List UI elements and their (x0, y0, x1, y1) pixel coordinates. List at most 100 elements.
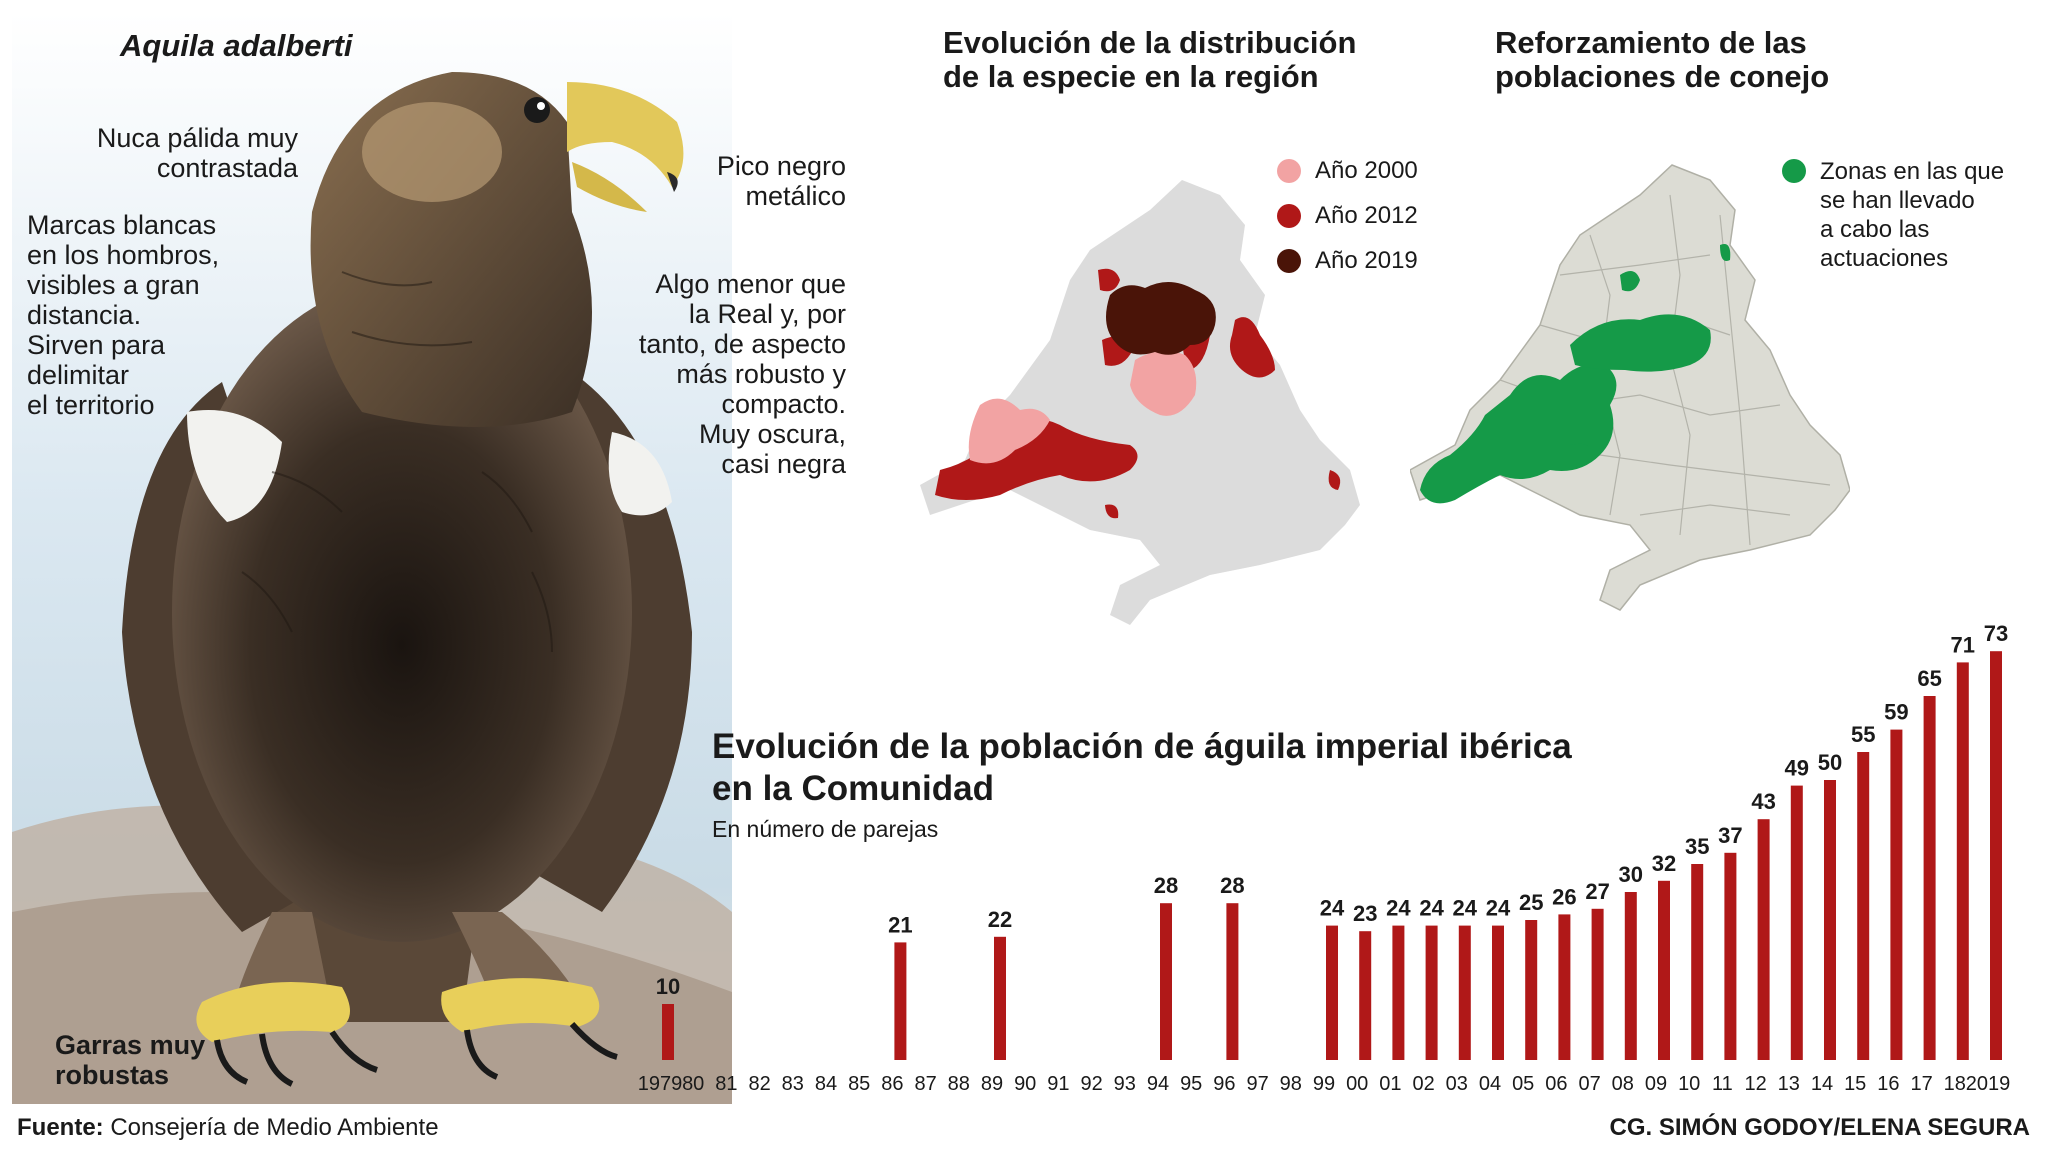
zone-2012 (1328, 470, 1341, 490)
note-shoulders-line: Marcas blancas (27, 210, 217, 240)
note-beak-line: Pico negro (716, 151, 846, 181)
note-body-line: casi negra (721, 449, 846, 479)
legend-item-2019: Año 2019 (1277, 247, 1418, 275)
note-body-line: tanto, de aspecto (638, 329, 846, 359)
bar (1824, 780, 1836, 1060)
distribution-map-title: Evolución de la distribución de la espec… (943, 26, 1356, 94)
note-nape-line: contrastada (156, 153, 298, 183)
x-tick-label: 12 (1744, 1073, 1766, 1095)
note-shoulders-line: visibles a gran (27, 270, 200, 300)
bar-value-label: 26 (1552, 884, 1576, 909)
chart-title-line: en la Comunidad (712, 769, 994, 808)
x-tick-label: 87 (914, 1073, 936, 1095)
x-tick-label: 14 (1811, 1073, 1833, 1095)
note-beak-line: metálico (745, 181, 846, 211)
note-nape-line: Nuca pálida muy (96, 123, 298, 153)
credit-line: CG. SIMÓN GODOY/ELENA SEGURA (1609, 1114, 2030, 1141)
legend-label-actions-line: Zonas en las que (1820, 158, 2005, 185)
x-tick-label: 92 (1080, 1073, 1102, 1095)
legend-label-actions-line: actuaciones (1820, 245, 1949, 272)
bar-value-label: 37 (1718, 823, 1742, 848)
zone-2000 (968, 398, 1050, 464)
bar (1624, 892, 1637, 1060)
bar-value-label: 24 (1453, 896, 1478, 921)
x-tick-label: 03 (1446, 1073, 1468, 1095)
legend-label-actions: Zonas en las que se han llevado a cabo l… (1820, 157, 2004, 273)
x-tick-label: 17 (1910, 1073, 1932, 1095)
rabbit-map-title: Reforzamiento de las poblaciones de cone… (1495, 26, 1829, 94)
bar (1790, 785, 1803, 1060)
x-tick-label: 1979 (638, 1073, 683, 1095)
x-tick-label: 90 (1014, 1073, 1036, 1095)
bar (894, 942, 907, 1060)
note-shoulders-line: distancia. (27, 300, 142, 330)
distribution-map (920, 180, 1360, 625)
legend-swatch-2019 (1277, 249, 1301, 273)
x-tick-label: 80 (682, 1073, 704, 1095)
intervention-zone (1570, 443, 1595, 467)
distribution-map-title-line: de la especie en la región (943, 59, 1319, 94)
x-tick-label: 13 (1778, 1073, 1800, 1095)
zone-2000 (1130, 351, 1197, 416)
x-tick-label: 86 (881, 1073, 903, 1095)
bar (1956, 662, 1969, 1060)
x-tick-label: 88 (948, 1073, 970, 1095)
bar-value-label: 23 (1353, 901, 1377, 926)
intervention-zone (1570, 314, 1711, 372)
x-tick-label: 07 (1578, 1073, 1600, 1095)
x-tick-label: 99 (1313, 1073, 1335, 1095)
bar-value-label: 55 (1851, 722, 1875, 747)
x-tick-label: 10 (1678, 1073, 1700, 1095)
bar (1857, 752, 1870, 1060)
legend-item-2012: Año 2012 (1277, 202, 1418, 230)
bar (1558, 914, 1571, 1060)
x-tick-label: 04 (1479, 1073, 1501, 1095)
x-tick-label: 91 (1047, 1073, 1069, 1095)
zone-2012 (1098, 268, 1120, 292)
bar-value-label: 28 (1154, 873, 1178, 898)
bar-value-label: 25 (1519, 890, 1543, 915)
x-tick-label: 00 (1346, 1073, 1368, 1095)
note-shoulders-line: en los hombros, (27, 240, 220, 270)
zone-2019 (1106, 281, 1216, 355)
x-tick-label: 06 (1545, 1073, 1567, 1095)
x-tick-label: 83 (782, 1073, 804, 1095)
note-shoulders-line: Sirven para (27, 330, 166, 360)
rabbit-map-title-line: Reforzamiento de las (1495, 25, 1807, 60)
legend-label-2019: Año 2019 (1315, 247, 1418, 274)
zone-2012 (1229, 317, 1275, 378)
chart-subtitle: En número de parejas (712, 816, 939, 842)
note-nape: Nuca pálida muy contrastada (40, 123, 298, 183)
legend-label-actions-line: se han llevado (1820, 187, 1975, 214)
x-tick-label: 11 (1712, 1073, 1733, 1095)
x-tick-label: 96 (1213, 1073, 1235, 1095)
legend-label-2012: Año 2012 (1315, 202, 1418, 229)
x-tick-label: 09 (1645, 1073, 1667, 1095)
x-tick-label: 98 (1280, 1073, 1302, 1095)
bar-value-label: 28 (1220, 873, 1244, 898)
bar-value-label: 24 (1419, 896, 1444, 921)
intervention-zone (1720, 244, 1731, 261)
bar-value-label: 30 (1619, 862, 1643, 887)
x-tick-label: 85 (848, 1073, 870, 1095)
eagle-illustration (12, 12, 732, 1104)
intervention-zone (1620, 271, 1640, 292)
bar (1392, 925, 1405, 1060)
distribution-map-legend: Año 2000 Año 2012 Año 2019 (1277, 157, 1418, 275)
x-tick-label: 84 (815, 1073, 837, 1095)
rabbit-map (1410, 164, 1850, 611)
bar (1923, 696, 1936, 1060)
bar (1326, 925, 1338, 1060)
species-name: Aquila adalberti (120, 28, 353, 63)
bar (1658, 880, 1670, 1060)
x-tick-label: 89 (981, 1073, 1003, 1095)
population-bar-chart: 1979 10 80 81 82 83 84 85 86 21 87 88 89 22 90 91 92 93 94… (638, 621, 2011, 1095)
note-body-line: la Real y, por (688, 299, 846, 329)
x-tick-label: 95 (1180, 1073, 1202, 1095)
bar-value-label: 59 (1884, 700, 1908, 725)
x-tick-label: 08 (1612, 1073, 1634, 1095)
bar-value-label: 50 (1818, 750, 1842, 775)
bar (1525, 920, 1538, 1060)
region-outline (1410, 164, 1850, 611)
note-shoulders: Marcas blancas en los hombros, visibles … (27, 210, 219, 420)
